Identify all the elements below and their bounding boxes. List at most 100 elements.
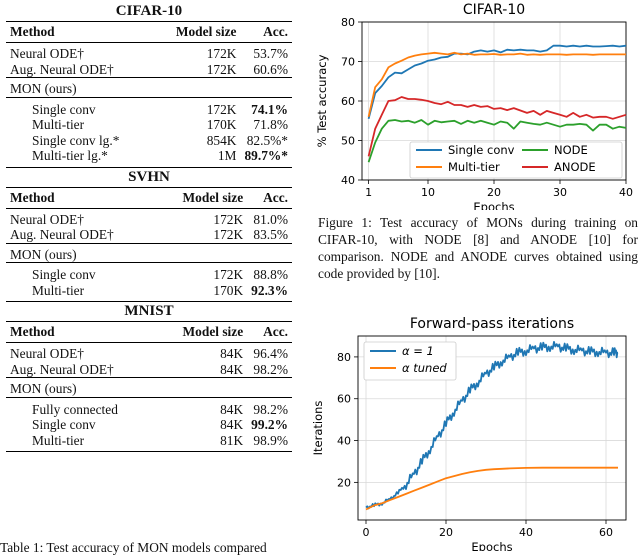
results-tables: CIFAR-10 Method Model size Acc. Neural ODE† 1… [6,2,292,452]
table-row: Neural ODE† 172K 53.7% [6,43,292,62]
plot-frame [361,21,627,181]
table-row: Fully connected 84K 98.2% [6,402,292,418]
cell-method: Fully connected [32,401,118,417]
series-line-0 [367,44,627,120]
cell-acc: 74.1% [251,101,288,117]
series-line-1 [367,51,626,117]
x-tick-label: 0 [363,526,370,539]
table-row: Single conv lg.* 854K 82.5%* [6,133,292,149]
y-tick-label: 70 [341,56,355,69]
cell-method: Neural ODE† [10,346,84,361]
chart-title: CIFAR-10 [463,2,525,18]
column-header: Model size [160,21,241,43]
column-header: Model size [165,186,248,209]
cell-size: 1M [160,148,241,168]
cell-acc: 98.2% [253,361,288,377]
group-label: MON (ours) [6,77,292,97]
cell-method: Single conv [32,267,96,282]
results-table: Method Model size Acc. Neural ODE† 84K 96.4% A… [6,321,292,452]
legend-label: NODE [554,143,588,157]
results-table: Method Model size Acc. Neural ODE† 172K 53.7%… [6,21,292,168]
cell-method: Single conv [32,417,96,432]
table-row: Multi-tier 81K 98.9% [6,432,292,452]
x-tick-label: 30 [553,186,567,199]
cell-acc: 83.5% [253,227,288,242]
cell-acc: 92.3% [247,282,292,302]
x-tick-label: 1 [365,186,372,199]
table-row: Aug. Neural ODE† 84K 98.2% [6,362,292,378]
table-row: Neural ODE† 84K 96.4% [6,343,292,362]
y-tick-label: 40 [337,435,351,448]
cell-size: 172K [213,211,244,227]
cell-method: Aug. Neural ODE† [10,361,114,377]
cell-method: Single conv [32,101,96,117]
y-tick-label: 80 [337,351,351,364]
x-tick-label: 60 [599,526,613,539]
series-line-3 [367,96,627,157]
x-axis-label: Epochs [473,200,514,210]
x-axis-label: Epochs [471,540,512,551]
x-tick-label: 40 [619,186,633,199]
column-header: Acc. [247,186,292,209]
y-tick-label: 20 [337,476,351,489]
cell-size: 172K [206,46,237,61]
cell-size: 84K [220,401,244,417]
cell-acc: 96.4% [253,346,288,361]
y-tick-label: 50 [341,135,355,148]
column-header: Acc. [247,321,292,343]
chart-title: Forward-pass iterations [410,316,574,332]
cell-acc: 89.7%* [240,148,292,168]
x-tick-label: 10 [421,186,435,199]
cell-size: 172K [213,227,244,242]
series-line-0 [365,340,619,510]
cell-size: 170K [206,117,237,132]
table-row: Multi-tier 170K 71.8% [6,117,292,133]
series-line-2 [367,119,627,163]
table-caption: Table 1: Test accuracy of MON models com… [0,540,267,555]
cell-acc: 60.6% [253,61,288,77]
legend-box [409,141,623,179]
cell-acc: 99.2% [251,417,288,432]
column-header: Model size [165,321,248,343]
legend-label: Multi-tier [448,160,500,174]
table-row: Single conv 172K 74.1% [6,102,292,118]
group-label: MON (ours) [6,377,292,397]
table-row: Multi-tier 170K 92.3% [6,282,292,302]
cell-method: Neural ODE† [10,46,84,61]
forward-pass-iterations-chart: Forward-pass iterations 20 40 60 80 0 20 40 60 Ep… [311,316,627,551]
table-row: Aug. Neural ODE† 172K 83.5% [6,227,292,243]
column-header: Method [6,321,166,343]
cell-size: 170K [165,282,248,302]
cell-acc: 88.8% [253,267,288,282]
cell-acc: 53.7% [253,46,288,61]
cell-size: 854K [206,132,237,148]
table-row: Aug. Neural ODE† 172K 60.6% [6,62,292,78]
cell-acc: 98.2% [253,401,288,417]
cell-size: 81K [165,432,248,452]
cell-method: Multi-tier [6,432,166,452]
cell-acc: 82.5%* [246,132,288,148]
column-header: Acc. [240,21,292,43]
cell-method: Neural ODE† [10,211,84,227]
cell-size: 172K [206,101,237,117]
legend-label: α = 1 [402,344,434,358]
y-tick-label: 60 [341,95,355,108]
cell-size: 84K [220,361,244,377]
table-row: Single conv 172K 88.8% [6,267,292,283]
y-axis-label: Iterations [311,401,325,456]
cell-acc: 98.9% [247,432,292,452]
cifar10-accuracy-chart: CIFAR-10 40 50 60 70 80 1 10 20 30 40 Epochs % Test … [315,2,633,210]
table-title: MNIST [124,303,174,319]
cell-method: Aug. Neural ODE† [10,61,114,77]
x-tick-label: 40 [519,526,533,539]
cell-method: Multi-tier [6,282,166,302]
y-tick-label: 80 [341,16,355,29]
table-title: SVHN [128,168,170,185]
cell-method: Aug. Neural ODE† [10,227,114,242]
cell-method: Single conv lg.* [32,132,120,148]
cell-size: 84K [220,346,244,361]
cell-size: 172K [206,61,237,77]
results-table: Method Model size Acc. Neural ODE† 172K 81.0%… [6,186,292,302]
plot-frame [357,335,627,521]
legend-label: Single conv [448,143,515,157]
